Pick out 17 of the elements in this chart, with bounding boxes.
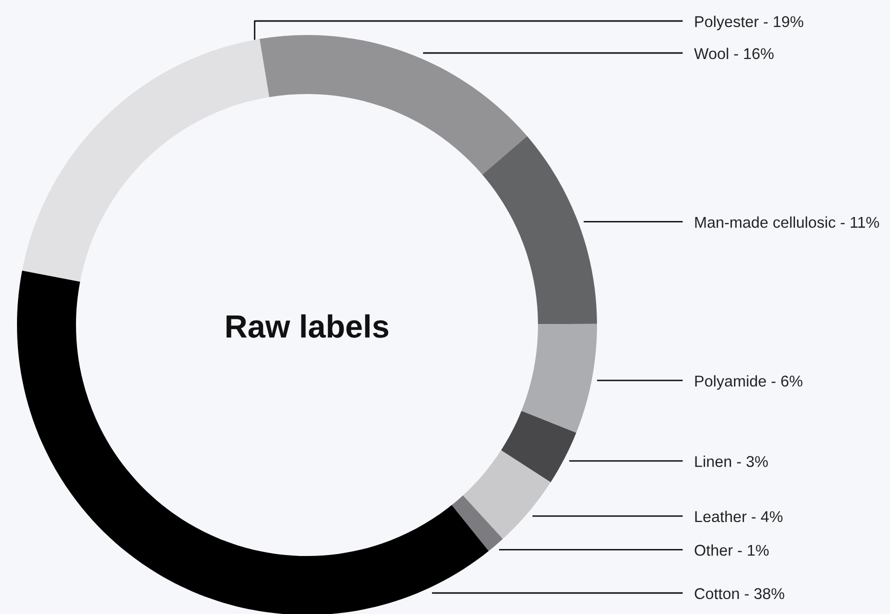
slice-label: Leather - 4% [695,510,783,522]
donut-slice [22,38,270,282]
donut-slice [521,324,597,433]
slice-label: Polyamide - 6% [695,375,802,390]
donut-slice [452,495,503,552]
donut-slice [260,35,528,175]
donut-slice [17,270,489,614]
slice-label: Cotton - 38% [694,588,784,600]
slice-label: Linen - 3% [695,456,768,468]
donut-slice [501,410,576,482]
donut-slice [462,450,551,539]
donut-slice [482,136,597,324]
slice-label: Wool - 16% [694,48,774,60]
text: Raw labels [226,314,388,338]
slice-label: Other - 1% [694,544,769,556]
slice-label: Man-made cellulosic - 11% [695,216,880,228]
slice-label: Polyester - 19% [695,16,804,30]
